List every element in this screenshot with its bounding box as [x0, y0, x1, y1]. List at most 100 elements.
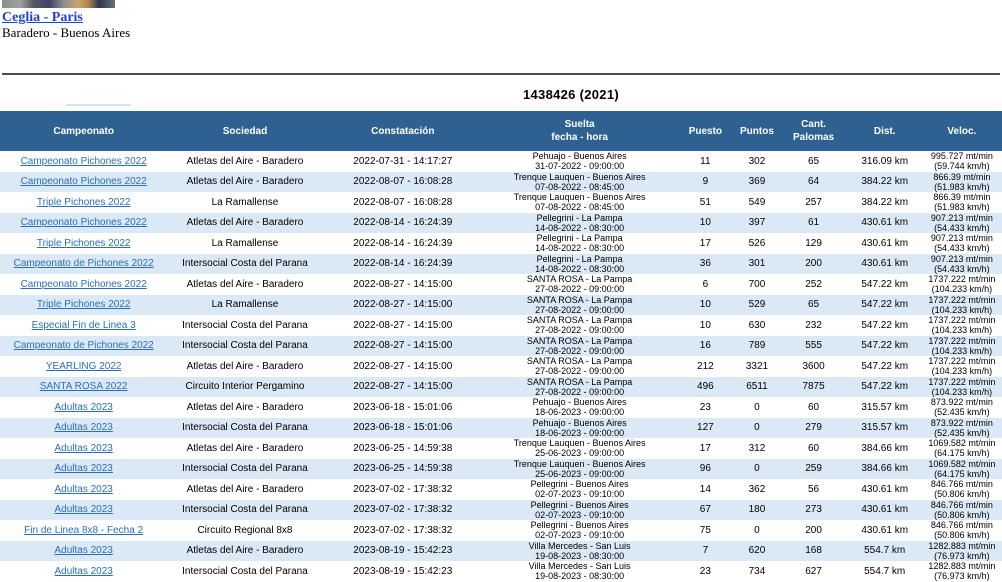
championship-link[interactable]: Triple Pichones 2022: [36, 299, 131, 311]
table-row: Adultas 2023 Intersocial Costa del Paran…: [0, 417, 1002, 439]
fancier-photo-cropped: [2, 0, 115, 8]
championship-link[interactable]: Especial Fin de Linea 3: [31, 319, 136, 331]
cell-dist: 384.22 km: [861, 176, 909, 188]
cell-constatacion: 2022-07-31 - 14:17:27: [353, 155, 453, 167]
cell-veloc: 846.766 mt/min (50.806 km/h): [930, 520, 993, 541]
cell-cant-palomas: 56: [808, 483, 820, 495]
table-row: Adultas 2023 Intersocial Costa del Paran…: [0, 499, 1002, 521]
championship-link[interactable]: Adultas 2023: [54, 442, 113, 454]
cell-veloc: 995.727 mt/min (59.744 km/h): [930, 151, 993, 172]
cell-campeonato: Adultas 2023: [0, 500, 167, 521]
cell-suelta: SANTA ROSA - La Pampa 27-08-2022 - 09:00…: [526, 294, 633, 315]
cell-campeonato: Adultas 2023: [0, 418, 167, 439]
cell-cant-palomas: 3600: [802, 360, 825, 372]
fancier-name-link[interactable]: Ceglia - Paris: [2, 10, 83, 25]
championship-link[interactable]: Adultas 2023: [54, 504, 113, 516]
cell-cant-palomas: 627: [805, 565, 822, 577]
championship-link[interactable]: Adultas 2023: [54, 565, 113, 577]
cell-cant-palomas: 555: [805, 340, 822, 352]
championship-link[interactable]: Triple Pichones 2022: [36, 196, 131, 208]
cell-cant-palomas: 232: [805, 319, 822, 331]
cell-veloc: 1069.582 mt/min (64.175 km/h): [928, 438, 996, 459]
championship-link[interactable]: Campeonato de Pichones 2022: [13, 340, 154, 352]
cell-puesto: 496: [697, 381, 714, 393]
cell-cant-palomas: 65: [808, 299, 820, 311]
cell-puntos: 734: [748, 565, 766, 577]
table-row: YEARLING 2022 Atletas del Aire - Barader…: [0, 356, 1002, 377]
cell-campeonato: YEARLING 2022: [0, 356, 167, 377]
cell-dist: 316.09 km: [861, 155, 909, 167]
cell-constatacion: 2022-08-27 - 14:15:00: [353, 340, 453, 352]
cell-veloc: 907.213 mt/min (54.433 km/h): [930, 233, 993, 254]
cell-puntos: 180: [748, 504, 766, 516]
cell-puesto: 17: [699, 442, 711, 454]
championship-link[interactable]: Adultas 2023: [54, 463, 113, 475]
cell-constatacion: 2023-07-02 - 17:38:32: [353, 483, 453, 495]
cell-sociedad: Intersocial Costa del Parana: [182, 319, 308, 331]
championship-link[interactable]: SANTA ROSA 2022: [39, 381, 128, 393]
cell-puesto: 96: [699, 463, 711, 475]
cell-suelta: Pellegrini - La Pampa 14-08-2022 - 08:30…: [535, 253, 625, 274]
cell-dist: 384.66 km: [861, 442, 909, 454]
cell-cant-palomas: 7875: [802, 381, 825, 393]
cell-dist: 384.22 km: [861, 196, 909, 208]
championship-link[interactable]: Campeonato de Pichones 2022: [13, 258, 154, 270]
cell-dist: 547.22 km: [861, 360, 909, 372]
header-row: Campeonato Sociedad Constatación Suelta …: [0, 111, 1002, 151]
cell-constatacion: 2022-08-27 - 14:15:00: [353, 381, 453, 393]
cell-puntos: 312: [748, 442, 766, 454]
cell-campeonato: Campeonato Pichones 2022: [0, 213, 167, 234]
cell-sociedad: Atletas del Aire - Baradero: [186, 176, 304, 188]
cell-puesto: 7: [702, 545, 709, 557]
table-row: Adultas 2023 Atletas del Aire - Baradero…: [0, 540, 1002, 561]
cell-sociedad: Atletas del Aire - Baradero: [186, 401, 304, 413]
cell-puesto: 10: [699, 217, 711, 229]
cell-veloc: 846.766 mt/min (50.806 km/h): [930, 499, 993, 520]
cell-veloc: 846.766 mt/min (50.806 km/h): [930, 479, 993, 500]
cell-cant-palomas: 200: [805, 524, 822, 536]
championship-link[interactable]: Adultas 2023: [54, 422, 113, 434]
cell-dist: 430.61 km: [861, 483, 909, 495]
column-header-constatacion: Constatación: [322, 111, 483, 151]
championship-link[interactable]: Campeonato Pichones 2022: [20, 217, 147, 229]
cell-dist: 554.7 km: [864, 565, 906, 577]
cell-cant-palomas: 60: [808, 442, 820, 454]
championship-link[interactable]: Campeonato Pichones 2022: [20, 278, 147, 290]
scroll-fragment: [66, 104, 131, 106]
cell-puesto: 17: [699, 237, 711, 249]
championship-link[interactable]: Campeonato Pichones 2022: [20, 155, 147, 167]
cell-puntos: 549: [748, 196, 766, 208]
cell-veloc: 907.213 mt/min (54.433 km/h): [930, 253, 993, 274]
championship-link[interactable]: Fin de Linea 8x8 - Fecha 2: [24, 524, 144, 536]
cell-puntos: 0: [754, 524, 760, 536]
championship-link[interactable]: Adultas 2023: [54, 545, 113, 557]
cell-puntos: 301: [748, 258, 766, 270]
cell-puesto: 10: [699, 319, 711, 331]
championship-link[interactable]: Triple Pichones 2022: [36, 237, 131, 249]
cell-suelta: Pellegrini - Buenos Aires 02-07-2023 - 0…: [530, 479, 629, 500]
cell-constatacion: 2023-06-25 - 14:59:38: [353, 442, 453, 454]
cell-cant-palomas: 200: [805, 258, 822, 270]
cell-campeonato: Triple Pichones 2022: [0, 295, 167, 316]
cell-dist: 430.61 km: [861, 217, 909, 229]
cell-cant-palomas: 64: [808, 176, 820, 188]
table-row: Campeonato Pichones 2022 Atletas del Air…: [0, 151, 1002, 172]
cell-puesto: 67: [699, 504, 711, 516]
cell-campeonato: Adultas 2023: [0, 561, 167, 582]
cell-suelta: Trenque Lauquen - Buenos Aires 07-08-202…: [513, 192, 646, 213]
championship-link[interactable]: Adultas 2023: [54, 401, 113, 413]
cell-cant-palomas: 279: [805, 422, 822, 434]
cell-puntos: 700: [748, 278, 766, 290]
cell-veloc: 873.922 mt/min (52.435 km/h): [930, 417, 993, 438]
cell-veloc: 866.39 mt/min (51.983 km/h): [933, 171, 991, 192]
cell-dist: 315.57 km: [861, 422, 909, 434]
championship-link[interactable]: YEARLING 2022: [45, 360, 122, 372]
championship-link[interactable]: Campeonato Pichones 2022: [20, 176, 147, 188]
cell-dist: 430.61 km: [861, 504, 909, 516]
cell-cant-palomas: 257: [805, 196, 822, 208]
cell-puntos: 526: [748, 237, 766, 249]
column-header-dist: Dist.: [847, 111, 922, 151]
championship-link[interactable]: Adultas 2023: [54, 483, 113, 495]
cell-puntos: 3321: [745, 360, 769, 372]
cell-veloc: 1737.222 mt/min (104.233 km/h): [928, 315, 996, 336]
